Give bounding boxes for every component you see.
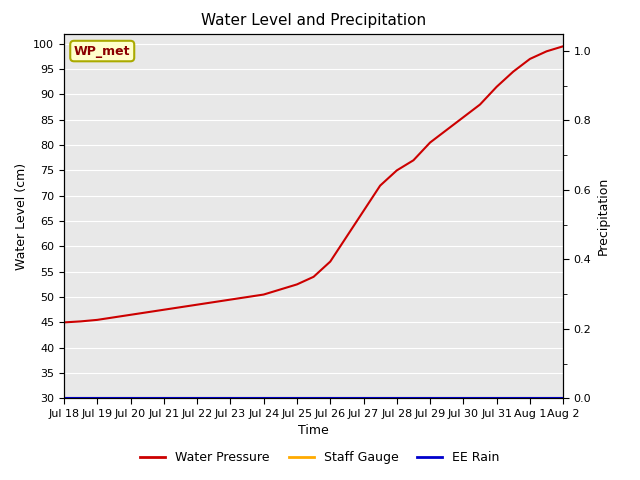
Water Pressure bbox=[177, 304, 184, 310]
Y-axis label: Precipitation: Precipitation bbox=[597, 177, 610, 255]
Water Pressure bbox=[127, 312, 134, 318]
Water Pressure bbox=[443, 127, 451, 133]
Title: Water Level and Precipitation: Water Level and Precipitation bbox=[201, 13, 426, 28]
Water Pressure bbox=[193, 302, 201, 308]
Water Pressure bbox=[410, 157, 417, 163]
Water Pressure bbox=[227, 297, 234, 302]
Water Pressure bbox=[310, 274, 317, 280]
Water Pressure bbox=[93, 317, 101, 323]
Water Pressure bbox=[293, 281, 301, 287]
Water Pressure bbox=[143, 310, 151, 315]
Line: Water Pressure: Water Pressure bbox=[64, 46, 563, 323]
Water Pressure bbox=[77, 319, 84, 324]
Y-axis label: Water Level (cm): Water Level (cm) bbox=[15, 162, 28, 270]
Water Pressure bbox=[360, 208, 367, 214]
Water Pressure bbox=[493, 84, 500, 90]
Water Pressure bbox=[210, 299, 218, 305]
Water Pressure bbox=[110, 314, 118, 320]
Water Pressure bbox=[543, 48, 550, 54]
Water Pressure bbox=[60, 320, 68, 325]
Water Pressure bbox=[260, 292, 268, 298]
Water Pressure bbox=[393, 168, 401, 173]
Water Pressure bbox=[376, 183, 384, 189]
Water Pressure bbox=[460, 114, 467, 120]
Water Pressure bbox=[160, 307, 168, 312]
Text: WP_met: WP_met bbox=[74, 45, 131, 58]
Legend: Water Pressure, Staff Gauge, EE Rain: Water Pressure, Staff Gauge, EE Rain bbox=[136, 446, 504, 469]
Water Pressure bbox=[426, 140, 434, 145]
Water Pressure bbox=[243, 294, 251, 300]
Water Pressure bbox=[509, 69, 517, 74]
Water Pressure bbox=[526, 56, 534, 62]
Water Pressure bbox=[326, 259, 334, 264]
X-axis label: Time: Time bbox=[298, 424, 329, 437]
Water Pressure bbox=[559, 43, 567, 49]
Water Pressure bbox=[276, 287, 284, 292]
Water Pressure bbox=[343, 233, 351, 239]
Water Pressure bbox=[476, 102, 484, 108]
